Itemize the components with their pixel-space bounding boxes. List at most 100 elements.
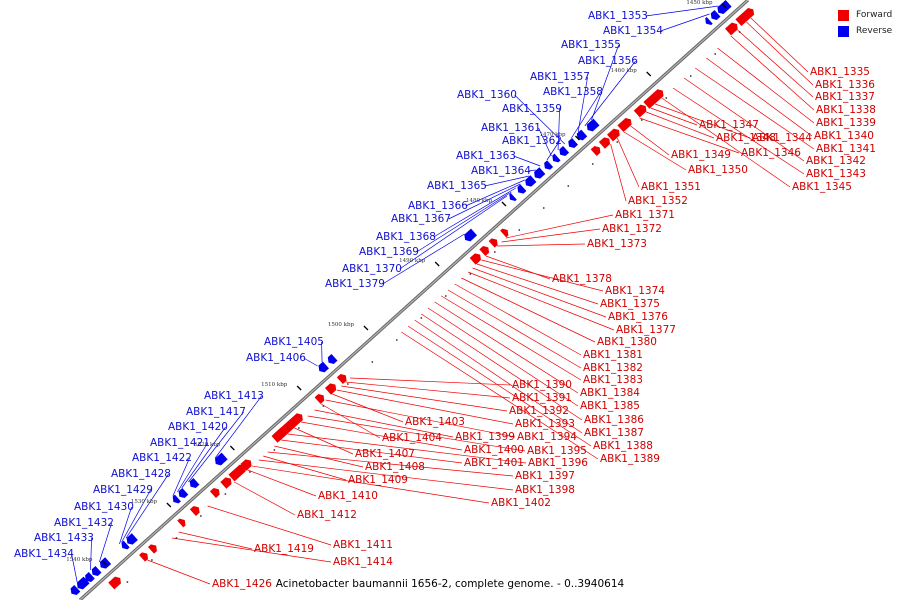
reverse-gene-17[interactable] xyxy=(532,167,546,180)
gene-label-forward-45[interactable]: ABK1_1389 xyxy=(600,453,660,465)
gene-label-reverse-2[interactable]: ABK1_1355 xyxy=(561,39,621,51)
gene-label-reverse-25[interactable]: ABK1_1422 xyxy=(132,452,192,464)
gene-label-forward-41[interactable]: ABK1_1399 xyxy=(455,431,515,443)
gene-label-reverse-14[interactable]: ABK1_1367 xyxy=(391,213,451,225)
gene-label-forward-58[interactable]: ABK1_1414 xyxy=(333,556,393,568)
gene-label-forward-22[interactable]: ABK1_1374 xyxy=(605,285,665,297)
gene-label-forward-24[interactable]: ABK1_1376 xyxy=(608,311,668,323)
gene-label-reverse-7[interactable]: ABK1_1359 xyxy=(502,103,562,115)
forward-gene-6[interactable] xyxy=(633,103,649,118)
gene-label-forward-31[interactable]: ABK1_1384 xyxy=(580,387,640,399)
gene-label-reverse-19[interactable]: ABK1_1405 xyxy=(264,336,324,348)
gene-label-forward-11[interactable]: ABK1_1347 xyxy=(699,119,759,131)
gene-label-forward-54[interactable]: ABK1_1402 xyxy=(491,497,551,509)
gene-label-forward-26[interactable]: ABK1_1380 xyxy=(597,336,657,348)
gene-label-reverse-20[interactable]: ABK1_1406 xyxy=(246,352,306,364)
gene-label-forward-10[interactable]: ABK1_1344 xyxy=(752,132,812,144)
gene-label-forward-29[interactable]: ABK1_1383 xyxy=(583,374,643,386)
gene-label-reverse-13[interactable]: ABK1_1366 xyxy=(408,200,468,212)
reverse-gene-16[interactable] xyxy=(542,160,554,171)
gene-label-forward-21[interactable]: ABK1_1378 xyxy=(552,273,612,285)
gene-label-forward-12[interactable]: ABK1_1348 xyxy=(716,132,776,144)
gene-label-forward-15[interactable]: ABK1_1350 xyxy=(688,164,748,176)
reverse-gene-49[interactable] xyxy=(90,565,102,578)
gene-label-forward-57[interactable]: ABK1_1419 xyxy=(254,543,314,555)
reverse-gene-52[interactable] xyxy=(68,584,81,597)
gene-label-forward-44[interactable]: ABK1_1400 xyxy=(464,444,524,456)
forward-gene-27[interactable] xyxy=(336,372,349,385)
gene-label-reverse-29[interactable]: ABK1_1432 xyxy=(54,517,114,529)
forward-gene-28[interactable] xyxy=(314,392,327,405)
forward-gene-44[interactable] xyxy=(139,550,150,562)
gene-label-forward-16[interactable]: ABK1_1351 xyxy=(641,181,701,193)
forward-gene-47[interactable] xyxy=(108,575,123,590)
gene-label-forward-0[interactable]: ABK1_1335 xyxy=(810,66,870,78)
gene-label-reverse-0[interactable]: ABK1_1353 xyxy=(588,10,648,22)
gene-label-forward-43[interactable]: ABK1_1395 xyxy=(527,445,587,457)
gene-label-forward-2[interactable]: ABK1_1337 xyxy=(815,91,875,103)
gene-label-forward-59[interactable]: ABK1_1426 xyxy=(212,578,272,590)
reverse-gene-37[interactable] xyxy=(213,452,228,468)
forward-gene-1[interactable] xyxy=(725,21,740,36)
gene-label-forward-13[interactable]: ABK1_1346 xyxy=(741,147,801,159)
gene-label-reverse-9[interactable]: ABK1_1362 xyxy=(502,135,562,147)
gene-label-reverse-15[interactable]: ABK1_1368 xyxy=(376,231,436,243)
gene-label-reverse-28[interactable]: ABK1_1430 xyxy=(74,501,134,513)
gene-label-forward-53[interactable]: ABK1_1410 xyxy=(318,490,378,502)
gene-label-forward-50[interactable]: ABK1_1397 xyxy=(515,470,575,482)
forward-gene-43[interactable] xyxy=(147,542,159,554)
gene-label-forward-25[interactable]: ABK1_1377 xyxy=(616,324,676,336)
gene-label-forward-40[interactable]: ABK1_1404 xyxy=(382,432,442,444)
gene-label-forward-32[interactable]: ABK1_1391 xyxy=(512,392,572,404)
gene-label-reverse-23[interactable]: ABK1_1420 xyxy=(168,421,228,433)
forward-gene-23[interactable] xyxy=(479,244,491,257)
gene-label-reverse-18[interactable]: ABK1_1379 xyxy=(325,278,385,290)
forward-gene-42[interactable] xyxy=(177,517,187,528)
gene-label-forward-17[interactable]: ABK1_1352 xyxy=(628,195,688,207)
reverse-gene-20[interactable] xyxy=(507,192,517,203)
gene-label-forward-36[interactable]: ABK1_1393 xyxy=(515,418,575,430)
gene-label-forward-8[interactable]: ABK1_1343 xyxy=(806,168,866,180)
gene-label-reverse-21[interactable]: ABK1_1413 xyxy=(204,390,264,402)
forward-gene-22[interactable] xyxy=(488,236,500,248)
gene-label-forward-46[interactable]: ABK1_1407 xyxy=(355,448,415,460)
forward-gene-10[interactable] xyxy=(590,144,603,157)
gene-label-forward-30[interactable]: ABK1_1390 xyxy=(512,379,572,391)
forward-gene-8[interactable] xyxy=(607,127,622,142)
gene-label-forward-14[interactable]: ABK1_1349 xyxy=(671,149,731,161)
gene-label-forward-5[interactable]: ABK1_1340 xyxy=(814,130,874,142)
gene-label-forward-52[interactable]: ABK1_1398 xyxy=(515,484,575,496)
reverse-gene-48[interactable] xyxy=(98,557,112,570)
gene-label-forward-9[interactable]: ABK1_1345 xyxy=(792,181,852,193)
reverse-gene-40[interactable] xyxy=(170,494,181,506)
gene-label-forward-1[interactable]: ABK1_1336 xyxy=(815,79,875,91)
gene-label-reverse-27[interactable]: ABK1_1429 xyxy=(93,484,153,496)
forward-gene-7[interactable] xyxy=(617,116,633,133)
gene-label-forward-23[interactable]: ABK1_1375 xyxy=(600,298,660,310)
gene-label-reverse-22[interactable]: ABK1_1417 xyxy=(186,406,246,418)
reverse-gene-11[interactable] xyxy=(585,118,600,134)
gene-label-forward-19[interactable]: ABK1_1372 xyxy=(602,223,662,235)
gene-label-reverse-11[interactable]: ABK1_1364 xyxy=(471,165,531,177)
gene-label-forward-18[interactable]: ABK1_1371 xyxy=(615,209,675,221)
reverse-gene-19[interactable] xyxy=(515,184,527,195)
gene-label-reverse-10[interactable]: ABK1_1363 xyxy=(456,150,516,162)
reverse-gene-50[interactable] xyxy=(83,571,95,584)
forward-gene-35[interactable] xyxy=(220,475,233,489)
forward-gene-32[interactable] xyxy=(271,425,290,443)
forward-gene-36[interactable] xyxy=(209,486,222,499)
gene-label-reverse-24[interactable]: ABK1_1421 xyxy=(150,437,210,449)
reverse-gene-14[interactable] xyxy=(557,145,570,158)
forward-gene-5[interactable] xyxy=(643,87,665,109)
reverse-gene-3[interactable] xyxy=(709,9,721,22)
gene-label-reverse-17[interactable]: ABK1_1370 xyxy=(342,263,402,275)
gene-label-forward-56[interactable]: ABK1_1411 xyxy=(333,539,393,551)
gene-label-reverse-16[interactable]: ABK1_1369 xyxy=(359,246,419,258)
gene-label-forward-4[interactable]: ABK1_1339 xyxy=(816,117,876,129)
forward-gene-34[interactable] xyxy=(228,463,247,482)
forward-gene-41[interactable] xyxy=(189,504,202,517)
gene-label-forward-42[interactable]: ABK1_1388 xyxy=(593,440,653,452)
reverse-gene-38[interactable] xyxy=(187,477,200,490)
gene-label-reverse-26[interactable]: ABK1_1428 xyxy=(111,468,171,480)
gene-label-forward-38[interactable]: ABK1_1387 xyxy=(584,427,644,439)
